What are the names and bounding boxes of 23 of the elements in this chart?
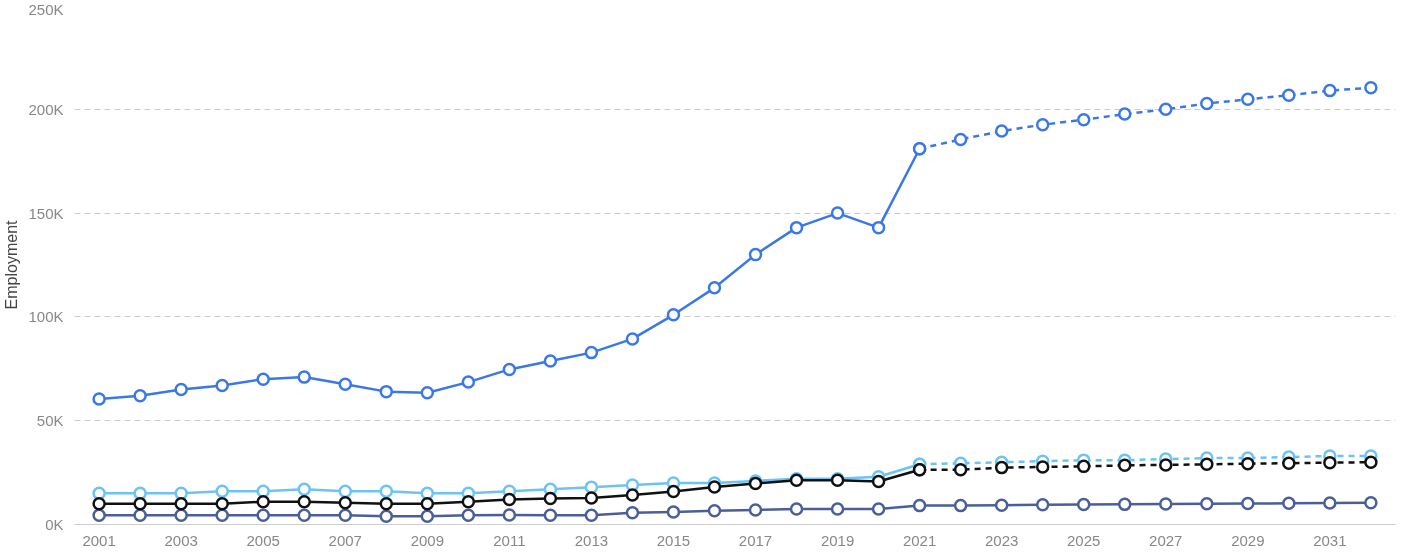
x-tick-label: 2027	[1149, 531, 1183, 549]
x-tick-label: 2007	[328, 531, 362, 549]
x-tick-label: 2031	[1313, 531, 1347, 549]
x-tick-label: 2003	[164, 531, 198, 549]
x-tick-label: 2001	[82, 531, 116, 549]
x-tick-label: 2019	[820, 531, 855, 549]
y-tick-label: 50K	[36, 412, 64, 430]
x-tick-label: 2005	[246, 531, 280, 549]
x-tick-label: 2025	[1067, 531, 1101, 549]
x-tick-label: 2009	[410, 531, 444, 549]
y-tick-label: 200K	[28, 100, 64, 118]
x-tick-label: 2017	[738, 531, 773, 549]
x-tick-label: 2023	[984, 531, 1019, 549]
x-tick-label: 2015	[656, 531, 691, 549]
y-tick-label: 250K	[28, 0, 64, 18]
x-tick-label: 2013	[574, 531, 609, 549]
y-tick-label: 150K	[28, 204, 64, 222]
y-axis-title: Employment	[3, 219, 21, 310]
x-tick-label: 2021	[902, 531, 937, 549]
x-tick-label: 2029	[1231, 531, 1265, 549]
y-tick-label: 0K	[45, 516, 64, 533]
x-tick-label: 2011	[493, 531, 526, 549]
y-tick-label: 100K	[28, 308, 64, 326]
